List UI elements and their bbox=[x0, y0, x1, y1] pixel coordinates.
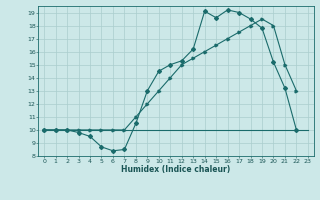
X-axis label: Humidex (Indice chaleur): Humidex (Indice chaleur) bbox=[121, 165, 231, 174]
